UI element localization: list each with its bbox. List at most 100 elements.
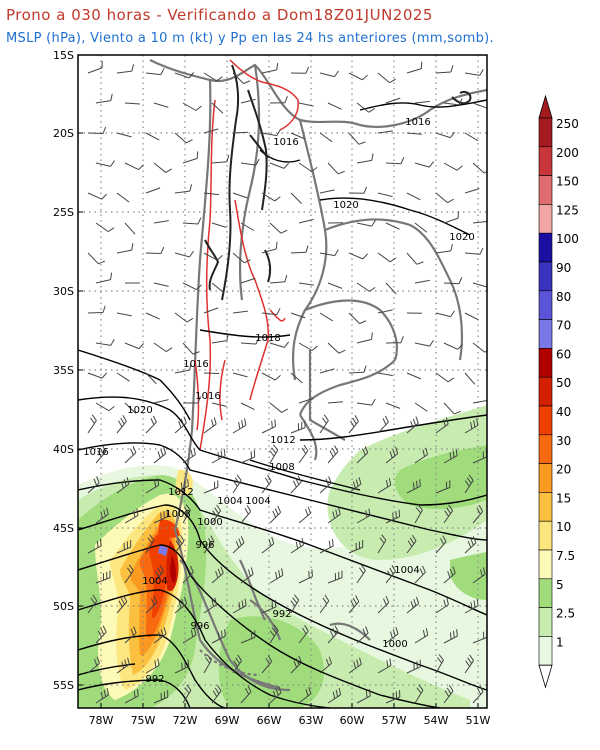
wind-barb [211,504,222,524]
wind-barb [95,402,115,412]
colorbar-swatch [538,290,553,320]
wind-barb [261,536,275,554]
wind-barb [377,534,387,554]
isobar-label: 1016 [83,447,108,458]
isobar-label: 992 [145,674,164,685]
wind-barb [232,654,243,674]
wind-barb [261,129,281,137]
wind-barb [124,688,139,704]
wind-barb [414,684,424,704]
isobar-label: 1012 [270,435,295,446]
wind-barb [348,186,368,194]
wind-barb [414,447,428,464]
wind-barb [174,416,187,434]
wind-barb [87,305,106,314]
wind-barb [348,477,362,494]
wind-barb [435,310,455,318]
wind-barb [356,688,371,704]
wind-barb [261,419,276,434]
wind-barb [327,570,343,584]
wind-barb [406,534,417,554]
wind-barb [232,372,248,378]
wind-barb [406,132,422,135]
wind-barb [356,564,366,584]
wind-barb [290,594,300,614]
wind-barb [269,686,282,704]
wind-barb [145,187,161,194]
wind-barb [261,192,281,202]
wind-barb [348,72,368,81]
wind-barb [377,658,392,674]
wind-barb [435,480,451,494]
wind-barb [145,312,160,320]
wind-barb [145,658,160,674]
wind-barb [232,310,248,314]
lon-tick-label: 63W [299,714,324,727]
wind-barb [116,64,135,74]
wind-barb [232,252,251,264]
lon-tick-label: 69W [215,714,240,727]
wind-barb [269,95,288,104]
lat-tick-label: 40S [53,443,74,456]
wind-barb [290,372,303,384]
wind-barb [261,62,279,74]
wind-barb [435,417,449,434]
wind-barb [472,102,487,109]
colorbar-label: 70 [556,319,571,333]
wind-barb [377,372,393,377]
colorbar-label: 150 [556,175,579,189]
wind-barb [95,625,107,644]
wind-barb [435,131,456,139]
wind-barb [414,279,430,284]
wind-barb [348,365,367,374]
lat-tick-label: 45S [53,522,74,535]
wind-barb [406,659,422,674]
wind-barb [232,598,247,614]
wind-barb [211,402,227,407]
wind-barb [319,189,335,194]
wind-barb [203,417,217,434]
wind-barb [95,507,109,524]
isobar-label: 1004 [245,496,270,507]
lat-tick-label: 25S [53,206,74,219]
wind-barb [124,508,139,524]
isobar-label: 1000 [382,639,407,650]
wind-barb [174,479,189,494]
colorbar-label: 1 [556,635,564,649]
wind-barb [356,153,374,164]
wind-barb [472,505,484,524]
wind-barb [87,538,102,554]
wind-barb [203,535,215,554]
wind-barb [203,597,217,614]
wind-barbs [87,60,487,704]
wind-barb [240,98,256,104]
isobar-label: 1008 [165,509,190,520]
wind-barb [385,222,400,230]
wind-barb [145,478,160,494]
topography-contours [194,59,299,451]
wind-barb [153,399,169,404]
wind-barb [385,565,396,584]
wind-barb [203,372,220,375]
wind-barb [174,596,188,614]
map-content [78,55,487,708]
isobar-label: 1018 [255,333,280,344]
wind-barb [435,372,455,383]
wind-barb [116,657,130,674]
isobar-label: 1016 [195,391,220,402]
wind-barb [211,102,224,114]
wind-barb [261,474,272,494]
wind-barb [356,445,369,464]
wind-barb [290,132,306,140]
lat-tick-label: 20S [53,127,74,140]
wind-barb [124,162,144,171]
colorbar-swatch [538,578,553,608]
wind-barb [356,626,369,644]
wind-barb [269,624,279,644]
wind-barb [348,595,360,614]
wind-barb [472,221,487,224]
wind-barb [327,445,339,464]
isobar-label: 1020 [333,200,358,211]
wind-barb [327,507,341,524]
wind-barb [435,65,454,74]
